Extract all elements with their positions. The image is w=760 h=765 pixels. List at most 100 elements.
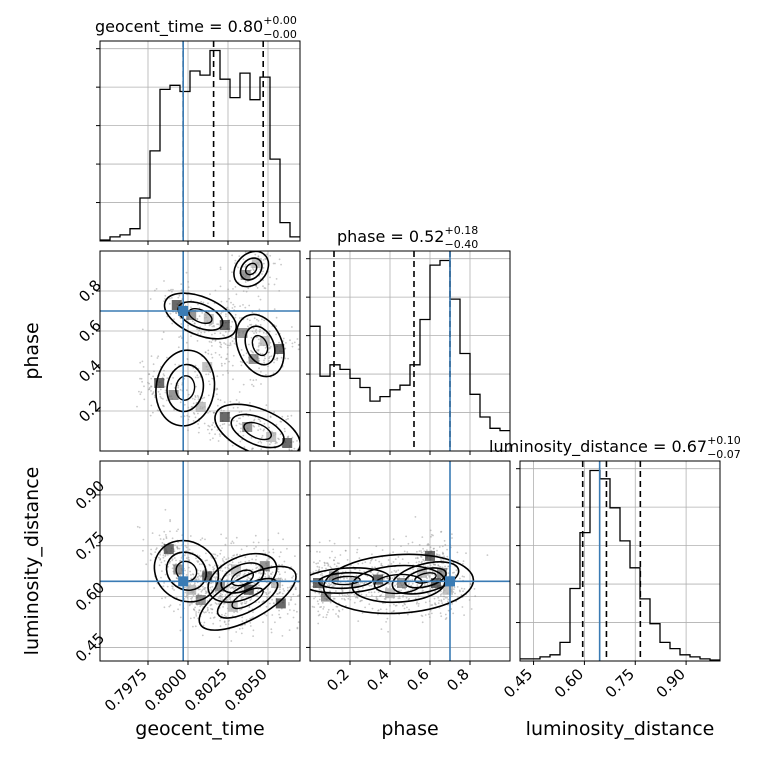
sample-point xyxy=(267,283,270,286)
sample-point xyxy=(322,608,325,610)
sample-point xyxy=(212,566,215,568)
sample-point xyxy=(199,605,202,608)
sample-point xyxy=(198,574,201,577)
density-cell xyxy=(154,378,165,388)
sample-point xyxy=(214,577,217,580)
y-axis-label-phase: phase xyxy=(21,322,43,379)
sample-point xyxy=(189,535,192,537)
sample-point xyxy=(346,593,349,596)
sample-point xyxy=(285,418,288,421)
sample-point xyxy=(141,380,144,383)
sample-point xyxy=(275,278,278,280)
sample-point xyxy=(148,386,151,389)
sample-point xyxy=(249,617,252,620)
contour-line xyxy=(235,313,285,378)
sample-point xyxy=(253,547,256,550)
sample-point xyxy=(234,262,236,264)
sample-point xyxy=(294,586,297,589)
sample-point xyxy=(170,383,173,385)
sample-point xyxy=(190,299,193,302)
sample-point xyxy=(375,545,378,548)
sample-point xyxy=(333,542,336,545)
sample-point xyxy=(199,539,202,541)
sample-point xyxy=(229,344,232,346)
sample-point xyxy=(440,590,442,593)
sample-point xyxy=(441,551,444,554)
sample-point xyxy=(248,343,250,346)
sample-point xyxy=(258,576,261,579)
sample-point xyxy=(192,573,195,576)
sample-point xyxy=(403,575,405,578)
sample-point xyxy=(249,378,252,381)
sample-point xyxy=(269,345,272,348)
sample-point xyxy=(267,592,270,595)
contour-line xyxy=(230,413,285,449)
density-cell xyxy=(171,300,182,310)
sample-point xyxy=(197,303,199,306)
sample-point xyxy=(272,548,275,551)
density-cell xyxy=(242,422,253,432)
sample-point xyxy=(165,399,168,402)
sample-point xyxy=(261,318,263,321)
sample-point xyxy=(203,396,206,399)
sample-point xyxy=(393,575,396,578)
sample-point xyxy=(424,614,427,616)
sample-point xyxy=(250,264,253,267)
sample-point xyxy=(232,288,234,290)
sample-point xyxy=(450,608,453,610)
sample-point xyxy=(239,360,242,363)
sample-point xyxy=(348,590,351,592)
sample-point xyxy=(286,586,289,589)
sample-point xyxy=(185,341,188,344)
sample-point xyxy=(177,296,180,299)
sample-point xyxy=(205,373,208,376)
sample-point xyxy=(226,300,228,303)
sample-point xyxy=(321,572,323,575)
sample-point xyxy=(265,559,268,562)
histogram-step xyxy=(520,469,720,661)
sample-point xyxy=(259,440,262,442)
sample-point xyxy=(326,584,329,587)
sample-point xyxy=(247,325,249,328)
sample-point xyxy=(255,555,258,558)
sample-point xyxy=(325,582,327,585)
sample-point xyxy=(197,572,200,575)
sample-point xyxy=(360,593,363,596)
sample-point xyxy=(360,599,362,602)
sample-point xyxy=(141,360,144,363)
sample-point xyxy=(221,423,224,426)
sample-point xyxy=(207,349,210,352)
sample-point xyxy=(160,397,163,399)
sample-point xyxy=(173,318,175,321)
sample-point xyxy=(185,271,188,274)
sample-point xyxy=(259,328,261,331)
sample-point xyxy=(167,553,169,556)
sample-point xyxy=(164,298,166,300)
sample-point xyxy=(240,598,243,600)
sample-point xyxy=(238,628,241,630)
sample-point xyxy=(368,603,371,606)
sample-point xyxy=(270,573,273,575)
sample-point xyxy=(320,587,322,590)
sample-point xyxy=(423,559,426,562)
sample-point xyxy=(442,559,445,561)
sample-point xyxy=(178,336,181,338)
sample-point xyxy=(447,572,450,574)
sample-point xyxy=(347,595,350,597)
sample-point xyxy=(159,388,162,391)
sample-point xyxy=(407,562,410,564)
sample-point xyxy=(220,549,222,552)
sample-point xyxy=(262,285,264,288)
sample-point xyxy=(281,635,284,637)
sample-point xyxy=(164,563,167,566)
sample-point xyxy=(206,609,209,612)
sample-point xyxy=(169,604,172,607)
sample-point xyxy=(207,302,209,305)
sample-point xyxy=(257,541,260,544)
sample-point xyxy=(214,332,216,335)
sample-point xyxy=(188,559,191,562)
density-cell xyxy=(259,561,270,572)
sample-point xyxy=(394,558,397,560)
